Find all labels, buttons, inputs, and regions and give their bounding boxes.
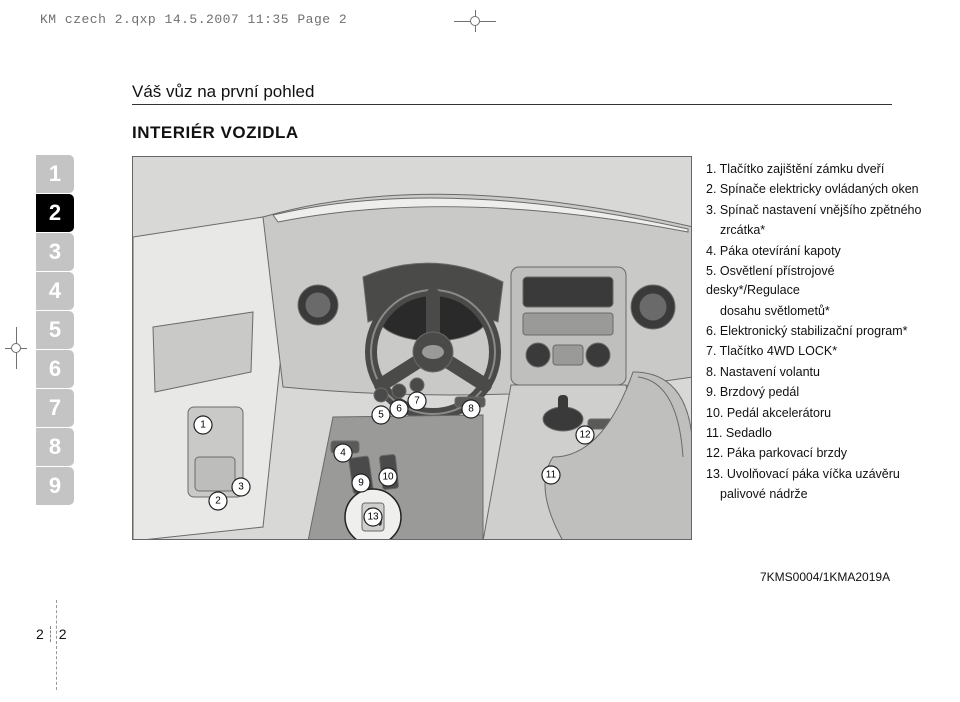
legend-item: 7. Tlačítko 4WD LOCK* — [706, 342, 928, 361]
legend-item: 11. Sedadlo — [706, 424, 928, 443]
figure-code: 7KMS0004/1KMA2019A — [760, 570, 890, 584]
side-tab-1: 1 — [36, 155, 74, 193]
legend-list: 1. Tlačítko zajištění zámku dveří2. Spín… — [706, 160, 928, 505]
svg-text:10: 10 — [382, 472, 394, 483]
side-tab-2: 2 — [36, 194, 74, 232]
legend-item: 13. Uvolňovací páka víčka uzávěru — [706, 465, 928, 484]
legend-item: 2. Spínače elektricky ovládaných oken — [706, 180, 928, 199]
side-tab-7: 7 — [36, 389, 74, 427]
svg-text:9: 9 — [358, 478, 364, 489]
side-tab-8: 8 — [36, 428, 74, 466]
section-heading: INTERIÉR VOZIDLA — [132, 123, 299, 143]
legend-item: 3. Spínač nastavení vnějšího zpětného — [706, 201, 928, 220]
svg-text:5: 5 — [378, 410, 384, 421]
side-tab-5: 5 — [36, 311, 74, 349]
svg-text:2: 2 — [215, 496, 221, 507]
svg-text:1: 1 — [200, 420, 206, 431]
legend-item: 5. Osvětlení přístrojové desky*/Regulace — [706, 262, 928, 301]
side-tab-3: 3 — [36, 233, 74, 271]
page-number: 2 2 — [36, 626, 66, 642]
side-tab-6: 6 — [36, 350, 74, 388]
svg-text:4: 4 — [340, 448, 346, 459]
svg-text:8: 8 — [468, 404, 474, 415]
legend-item: 8. Nastavení volantu — [706, 363, 928, 382]
side-tab-9: 9 — [36, 467, 74, 505]
page-number-chapter: 2 — [36, 626, 51, 642]
legend-item: palivové nádrže — [706, 485, 928, 504]
press-header: KM czech 2.qxp 14.5.2007 11:35 Page 2 — [40, 12, 347, 27]
section-title: Váš vůz na první pohled — [132, 82, 892, 105]
legend-item: 10. Pedál akcelerátoru — [706, 404, 928, 423]
legend-item: zrcátka* — [706, 221, 928, 240]
svg-text:7: 7 — [414, 396, 420, 407]
svg-text:6: 6 — [396, 404, 402, 415]
legend-item: 9. Brzdový pedál — [706, 383, 928, 402]
svg-text:3: 3 — [238, 482, 244, 493]
legend-item: 4. Páka otevírání kapoty — [706, 242, 928, 261]
interior-diagram: 12345678910111213 — [132, 156, 692, 540]
legend-item: 6. Elektronický stabilizační program* — [706, 322, 928, 341]
fold-guide — [56, 600, 57, 690]
svg-text:13: 13 — [367, 512, 379, 523]
svg-text:12: 12 — [579, 430, 591, 441]
page-number-page: 2 — [55, 626, 67, 642]
side-tabs: 123456789 — [36, 155, 74, 506]
svg-text:11: 11 — [546, 470, 557, 481]
legend-item: 1. Tlačítko zajištění zámku dveří — [706, 160, 928, 179]
side-tab-4: 4 — [36, 272, 74, 310]
legend-item: dosahu světlometů* — [706, 302, 928, 321]
legend-item: 12. Páka parkovací brzdy — [706, 444, 928, 463]
